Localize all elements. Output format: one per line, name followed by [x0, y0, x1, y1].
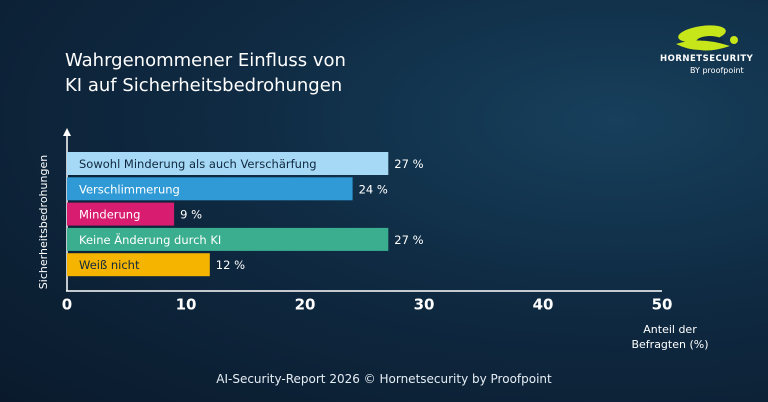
y-axis-arrow — [63, 128, 71, 136]
value-label: 27 % — [394, 233, 423, 247]
value-label: 9 % — [180, 208, 202, 222]
x-tick-label: 50 — [652, 296, 673, 314]
x-tick-label: 0 — [62, 296, 72, 314]
bar — [67, 253, 210, 277]
value-label: 24 % — [359, 182, 388, 196]
x-tick-label: 40 — [533, 296, 554, 314]
category-label: Minderung — [79, 208, 140, 222]
bar — [67, 202, 175, 226]
category-label: Weiß nicht — [79, 258, 140, 272]
category-label: Sowohl Minderung als auch Verschärfung — [79, 157, 317, 171]
x-tick-label: 30 — [414, 296, 435, 314]
bar — [67, 177, 353, 201]
category-label: Verschlimmerung — [79, 182, 180, 196]
category-label: Keine Änderung durch KI — [79, 232, 221, 247]
x-tick-label: 20 — [295, 296, 316, 314]
logo-icon — [676, 25, 738, 51]
value-label: 27 % — [394, 157, 423, 171]
bar — [67, 227, 389, 251]
y-axis-label: Sicherheitsbedrohungen — [37, 155, 50, 289]
logo-by: BY proofpoint — [690, 66, 744, 75]
x-tick-label: 10 — [176, 296, 197, 314]
logo-name: HORNETSECURITY — [660, 54, 754, 64]
chart-title: Wahrgenommener Einfluss von KI auf Siche… — [65, 50, 346, 96]
bar — [67, 152, 389, 175]
value-label: 12 % — [216, 258, 245, 272]
x-axis-label: Anteil der Befragten (%) — [631, 323, 709, 351]
footer: AI-Security-Report 2026 © Hornetsecurity… — [216, 372, 552, 386]
